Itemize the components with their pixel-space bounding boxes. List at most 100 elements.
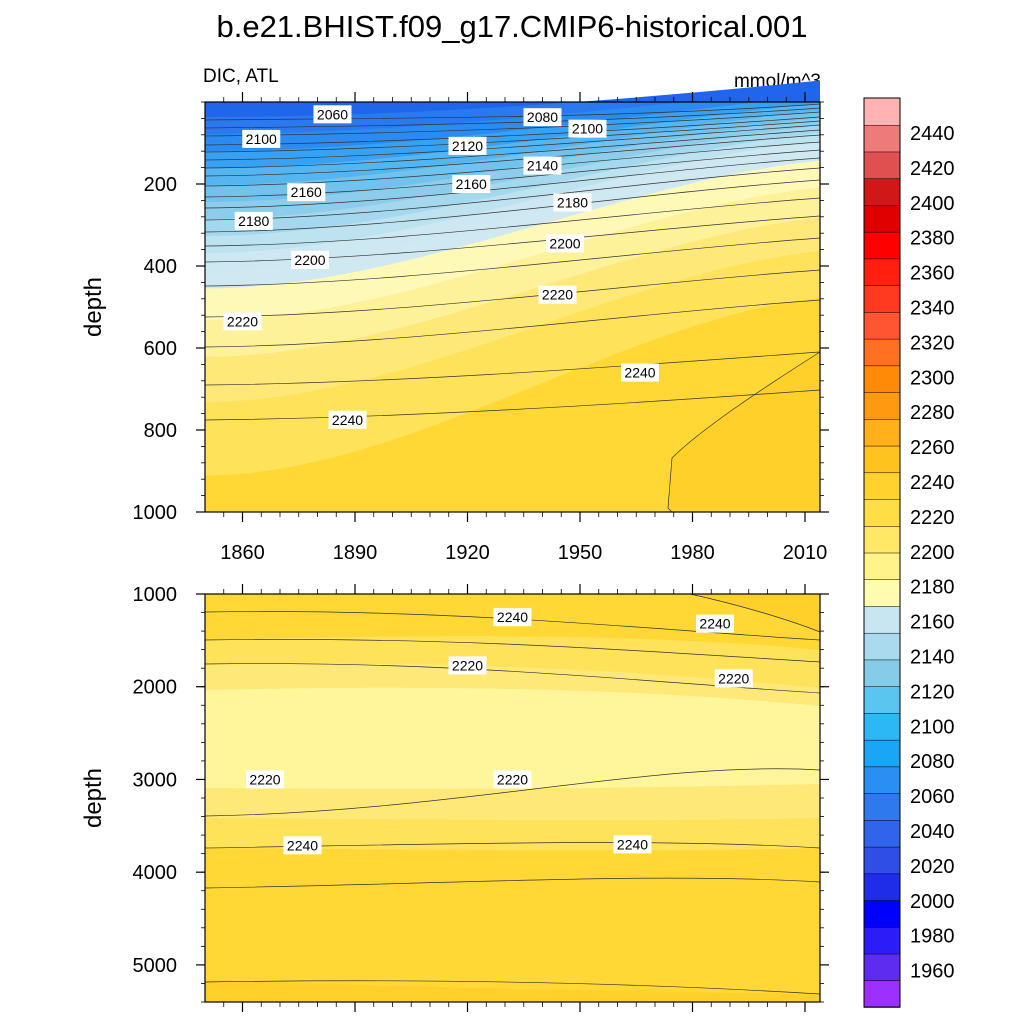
contour-label-text: 2240 [617, 836, 648, 852]
contour-label-text: 2220 [497, 771, 528, 787]
contour-label-box [287, 183, 326, 202]
colorbar-swatch [863, 659, 901, 687]
colorbar-label: 2440 [910, 123, 955, 145]
lower-fill-band [205, 687, 820, 789]
colorbar-swatch [863, 445, 901, 474]
y-tick-label: 400 [144, 256, 177, 278]
upper-fill-band [205, 88, 820, 134]
contour-label: 2220 [246, 770, 284, 789]
colorbar-swatch [863, 391, 901, 420]
contour-label-box [452, 175, 491, 193]
contour-label-text: 2220 [227, 313, 258, 329]
contour-label-text: 2220 [452, 657, 483, 673]
chart-title: b.e21.BHIST.f09_g17.CMIP6-historical.001 [216, 9, 807, 44]
colorbar-swatch [863, 819, 901, 848]
upper-contour-line [204, 103, 821, 121]
contour-label-box [696, 614, 734, 633]
contour-label: 2060 [313, 105, 352, 124]
colorbar-swatch [863, 231, 901, 260]
colorbar-label: 2360 [910, 263, 955, 285]
y-tick-label: 2000 [133, 677, 178, 699]
lower-panel: 2240 2240 2220 2220 2220 2220 2240 2240 1000 200… [80, 584, 829, 1012]
colorbar-label: 2300 [910, 367, 955, 389]
contour-label-box [546, 234, 584, 253]
contour-label-text: 2240 [332, 412, 363, 428]
colorbar-swatch [863, 338, 901, 367]
contour-label: 2220 [223, 312, 262, 331]
contour-label-text: 2220 [249, 771, 280, 787]
colorbar-label: 2120 [910, 681, 955, 703]
contour-label: 2180 [234, 211, 273, 230]
contour-label-box [234, 211, 273, 230]
upper-contour-fill [205, 80, 820, 512]
colorbar-label: 2280 [910, 402, 955, 424]
x-tick-label: 1950 [558, 542, 603, 564]
contour-label-text: 2100 [246, 131, 277, 147]
contour-label-box [242, 129, 281, 148]
contour-label: 2160 [452, 175, 491, 193]
lower-contour-line [204, 663, 821, 694]
y-tick-label: 600 [144, 338, 177, 360]
upper-contour-line [204, 215, 821, 263]
colorbar-swatch [863, 953, 901, 982]
contour-label-box [621, 363, 659, 382]
contour-label-text: 2220 [542, 287, 573, 303]
colorbar-swatch [863, 792, 901, 821]
contour-label-box [493, 770, 532, 789]
colorbar-label: 2020 [910, 856, 955, 878]
y-tick-label: 800 [144, 420, 177, 442]
colorbar-swatch [863, 632, 901, 661]
colorbar-swatch [863, 284, 901, 313]
upper-contour-line [204, 157, 821, 209]
upper-contour-line [204, 197, 821, 247]
contour-label: 2240 [696, 614, 734, 633]
colorbar-label: 2260 [910, 437, 955, 459]
colorbar-swatch [863, 980, 901, 1008]
contour-label: 2180 [553, 193, 592, 212]
colorbar-label: 2060 [910, 786, 955, 808]
colorbar-swatch [863, 472, 901, 500]
colorbar-swatch [863, 311, 901, 340]
colorbar: 2440 2420 2400 2380 2360 2340 2320 2300 2280 2260… [863, 97, 955, 1008]
contour-label: 2240 [493, 608, 532, 627]
y-tick-label: 3000 [133, 769, 178, 791]
colorbar-swatch [863, 151, 901, 179]
colorbar-swatch [863, 365, 901, 393]
contour-label: 2140 [523, 156, 562, 175]
lower-contour-line [204, 639, 821, 663]
colorbar-swatch [863, 258, 901, 286]
upper-fill-corner [668, 352, 820, 512]
colorbar-swatch [863, 685, 901, 714]
upper-subtitle-left: DIC, ATL [203, 66, 279, 87]
upper-plot-frame [204, 101, 821, 513]
y-tick-label: 1000 [133, 584, 178, 606]
contour-label-box [223, 312, 262, 331]
contour-label-box [448, 136, 487, 155]
contour-label-text: 2180 [238, 213, 269, 229]
colorbar-swatch [863, 177, 901, 206]
upper-contour-line [204, 167, 821, 221]
contour-label: 2220 [714, 669, 753, 688]
colorbar-swatch [863, 124, 901, 153]
colorbar-label: 2000 [910, 891, 955, 913]
colorbar-frame [863, 97, 901, 1008]
colorbar-swatch [863, 926, 901, 955]
upper-contour-line [667, 351, 821, 513]
colorbar-label: 2220 [910, 507, 955, 529]
contour-label: 2200 [291, 250, 329, 269]
upper-contour-line [204, 134, 821, 177]
x-tick-label: 2010 [783, 542, 828, 564]
contour-label: 2240 [328, 410, 367, 429]
colorbar-label: 2140 [910, 647, 955, 669]
contour-label-text: 2060 [317, 106, 348, 122]
lower-contour-line [204, 877, 821, 889]
lower-contour-line [204, 611, 821, 641]
lower-fill-corner [690, 594, 820, 632]
lower-y-axis: 1000 2000 3000 4000 5000 [133, 584, 829, 1003]
colorbar-swatch [863, 605, 901, 634]
colorbar-label: 2320 [910, 332, 955, 354]
contour-label-text: 2120 [452, 138, 483, 154]
lower-contour-line [689, 593, 821, 633]
contour-label: 2200 [546, 234, 584, 253]
